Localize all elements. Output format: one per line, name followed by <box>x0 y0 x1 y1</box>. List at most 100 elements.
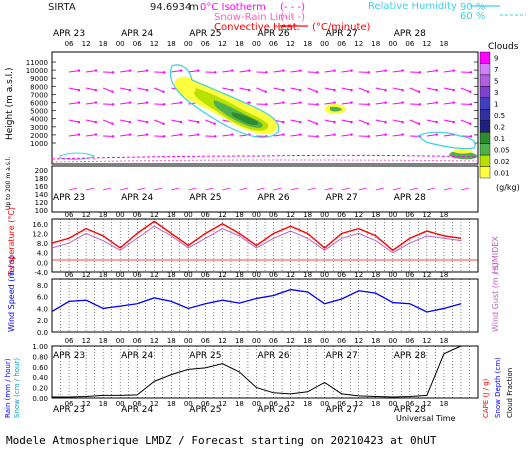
wind-arrow <box>341 134 352 137</box>
wind-arrow-head <box>77 120 81 124</box>
day-label: APR 26 <box>257 351 289 361</box>
wind-arrow-head <box>111 135 115 138</box>
wind-arrow <box>120 70 131 73</box>
wind-arrow <box>392 119 403 123</box>
height-axis-label: Height (m a.s.l.) <box>5 67 15 140</box>
wind-arrow <box>290 102 301 105</box>
hour-label: 12 <box>82 40 91 48</box>
hour-label: 12 <box>150 40 159 48</box>
hour-label: 06 <box>405 337 414 345</box>
hour-label: 18 <box>439 211 448 219</box>
wind-arrow <box>256 87 266 93</box>
height-tick: 11000 <box>26 59 48 67</box>
wind-arrow <box>324 70 335 73</box>
wind-arrow-head <box>333 120 336 124</box>
day-label: APR 27 <box>326 29 358 39</box>
hour-label: 18 <box>439 337 448 345</box>
colorbar-label: 1 <box>494 101 498 109</box>
colorbar-title: Clouds <box>488 42 519 52</box>
low-arrow <box>358 187 367 191</box>
wind-arrow-head <box>94 69 98 72</box>
wind-arrow-head <box>350 133 353 136</box>
wind-arrow <box>460 119 471 125</box>
wind-arrow <box>307 87 318 93</box>
wind-arrow <box>102 87 113 93</box>
convective-label: Convective Heat. <box>214 22 300 33</box>
height-tick: 9000 <box>30 75 48 83</box>
temp-tick: 0.0 <box>37 259 48 267</box>
temperature-axis-label: Temperature (°C) <box>7 207 16 277</box>
wind-arrow-head <box>469 103 473 106</box>
rain-panel: 1.00 0.80 0.60 0.40 0.20 0.00 Rain (mm / hour… <box>4 343 514 423</box>
hour-label: 06 <box>269 271 278 279</box>
wind-arrow <box>341 70 352 73</box>
wind-arrow-head <box>452 120 455 124</box>
wind-arrow-head <box>111 90 114 93</box>
low-arrow <box>103 187 112 191</box>
altitude-value: 94.6934 <box>150 2 191 13</box>
hour-label: 06 <box>65 271 74 279</box>
hour-labels-bottom: 06 12 18 00 06 12 18 00 06 12 18 00 06 12 18 00 06 12 18 00… <box>65 400 449 408</box>
hour-label: 06 <box>133 271 142 279</box>
wind-arrow-head <box>316 103 319 106</box>
wind-arrow <box>375 87 386 91</box>
wind-arrow <box>358 87 369 93</box>
hour-label: 06 <box>269 400 278 408</box>
wind-arrow <box>154 87 164 93</box>
wind-arrow <box>188 134 199 137</box>
day-label: APR 26 <box>257 29 289 39</box>
wind-arrow <box>205 119 215 125</box>
wind-arrow-head <box>282 88 285 92</box>
hour-label: 12 <box>150 211 159 219</box>
low-arrow <box>205 187 214 191</box>
wind-arrow-head <box>197 133 200 136</box>
wind-arrow <box>290 87 301 91</box>
hour-label: 12 <box>286 271 295 279</box>
wind-arrow <box>375 119 386 123</box>
wind-arrow-head <box>315 90 319 93</box>
wind-arrow-head <box>128 69 132 72</box>
wind-arrow <box>85 119 96 123</box>
wind-arrow-head <box>77 133 81 136</box>
wind-arrow <box>324 134 335 137</box>
hour-label: 06 <box>201 40 210 48</box>
wind-axis-label: Wind Speed (m / s) <box>7 256 16 332</box>
wind-arrow-head <box>469 122 472 125</box>
low-arrow <box>443 187 453 191</box>
hour-label: 12 <box>422 337 431 345</box>
colorbar-cell <box>479 97 491 110</box>
hour-label: 12 <box>422 211 431 219</box>
hour-label: 18 <box>235 211 244 219</box>
wind-arrow-head <box>111 71 115 74</box>
hour-label: 18 <box>167 40 176 48</box>
hour-label: 18 <box>167 211 176 219</box>
wind-arrow-head <box>417 90 421 93</box>
low-arrow <box>222 187 231 191</box>
wind-arrow-head <box>299 120 302 124</box>
wind-arrow <box>171 134 182 137</box>
temp-tick: 4.0 <box>37 250 48 258</box>
hour-label: 18 <box>99 337 108 345</box>
wind-arrow <box>273 102 284 105</box>
hour-label: 00 <box>116 40 125 48</box>
colorbar-label: 5 <box>494 78 498 86</box>
colorbar-cell <box>479 131 491 144</box>
wind-arrow-head <box>162 90 165 93</box>
temperature-panel: 16.012.0 8.0 4.00.0 -4.0 Temperature (°C) H… <box>7 207 500 277</box>
wind-arrow <box>137 70 148 73</box>
wind-arrow-head <box>213 122 216 125</box>
wind-arrow <box>171 70 182 73</box>
wind-arrow <box>120 134 131 137</box>
wind-arrow-head <box>111 122 114 125</box>
cloud-green-dark <box>231 112 259 125</box>
colorbar-label: 9 <box>494 55 498 63</box>
wind-arrow <box>290 134 301 137</box>
wind-arrow-head <box>145 69 149 72</box>
wind-arrow-head <box>384 69 387 72</box>
wind-arrow <box>86 102 97 105</box>
wind-arrow <box>443 119 454 123</box>
wind-arrow <box>426 134 437 137</box>
hour-label: 00 <box>320 271 329 279</box>
hour-label: 06 <box>65 40 74 48</box>
